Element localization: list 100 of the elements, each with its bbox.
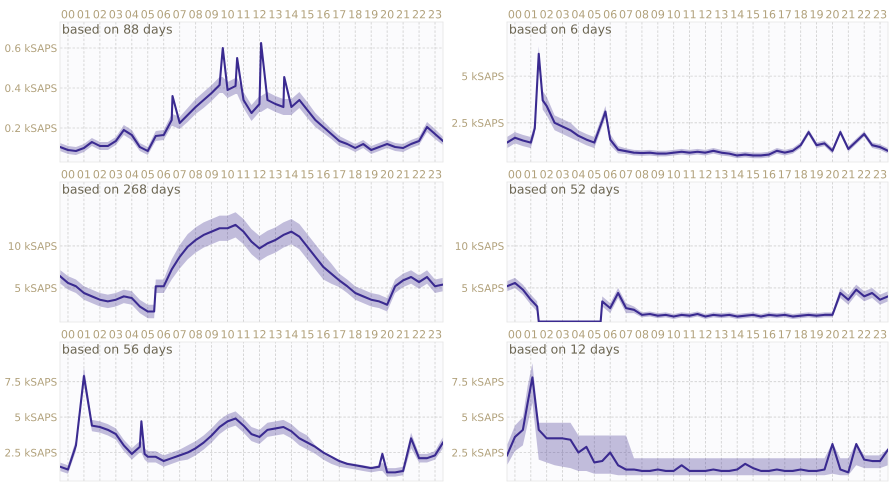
x-tick-label: 20 [380,330,394,338]
x-tick-label: 21 [396,10,410,18]
x-tick-label: 03 [556,330,569,338]
x-tick-label: 02 [94,330,106,338]
x-tick-label: 20 [826,330,839,338]
x-tick-label: 01 [524,330,537,338]
x-tick-label: 02 [540,170,553,178]
x-tick-label: 05 [588,170,600,178]
x-tick-label: 06 [157,10,170,18]
x-tick-label: 08 [189,330,202,338]
x-tick-label: 08 [636,10,648,18]
y-tick-label: 5 kSAPS [462,284,504,292]
x-tick-label: 01 [524,170,537,178]
x-tick-label: 04 [572,170,585,178]
x-tick-label: 02 [94,10,106,18]
x-tick-label: 22 [858,170,870,178]
x-tick-label: 18 [794,170,807,178]
x-tick-label: 07 [173,10,186,18]
x-tick-label: 05 [141,170,154,178]
x-tick-label: 12 [700,330,712,338]
x-tick-label: 10 [222,10,234,18]
x-tick-label: 19 [810,10,823,18]
x-tick-label: 22 [412,10,426,18]
x-tick-label: 02 [94,170,106,178]
x-tick-label: 17 [778,170,791,178]
x-tick-label: 03 [110,170,122,178]
x-tick-label: 07 [620,10,632,18]
line-series [60,42,443,152]
x-tick-label: 23 [874,330,886,338]
x-tick-label: 22 [858,10,870,18]
x-tick-label: 12 [700,170,712,178]
x-tick-label: 07 [620,330,632,338]
x-tick-label: 04 [125,10,138,18]
x-tick-label: 13 [270,10,282,18]
x-tick-label: 01 [78,170,90,178]
x-tick-label: 11 [684,170,696,178]
x-tick-label: 20 [380,10,394,18]
x-tick-label: 00 [508,10,522,18]
chart-title: based on 12 days [510,344,619,356]
x-tick-label: 09 [205,330,218,338]
x-tick-label: 21 [842,170,854,178]
x-tick-label: 08 [189,10,202,18]
x-tick-label: 18 [794,10,807,18]
x-tick-label: 06 [604,170,617,178]
y-tick-label: 7.5 kSAPS [452,378,504,386]
x-tick-label: 05 [588,10,600,18]
y-tick-label: 10 kSAPS [8,242,57,250]
x-tick-label: 10 [668,170,680,178]
x-tick-label: 16 [763,330,776,338]
x-tick-label: 04 [572,330,585,338]
x-tick-label: 23 [428,10,442,18]
y-tick-label: 5 kSAPS [15,413,57,422]
x-tick-label: 11 [684,330,696,338]
x-tick-label: 12 [254,170,266,178]
y-tick-label: 2.5 kSAPS [452,118,504,127]
y-tick-label: 5 kSAPS [15,284,57,292]
x-tick-label: 07 [620,170,632,178]
x-tick-label: 06 [157,170,170,178]
x-tick-label: 23 [428,330,442,338]
x-tick-label: 09 [651,10,664,18]
y-tick-label: 5 kSAPS [462,413,504,422]
x-tick-label: 13 [270,330,282,338]
x-tick-label: 17 [333,10,346,18]
x-tick-label: 00 [508,330,522,338]
chart-title: based on 6 days [510,24,611,36]
x-tick-label: 14 [286,170,298,178]
x-tick-label: 16 [763,170,776,178]
x-tick-label: 03 [556,170,569,178]
x-tick-label: 02 [540,330,553,338]
x-tick-label: 00 [62,170,74,178]
x-tick-label: 02 [540,10,553,18]
y-tick-label: 2.5 kSAPS [5,448,57,457]
x-tick-label: 06 [604,10,617,18]
x-tick-label: 04 [125,330,138,338]
x-tick-label: 16 [317,10,330,18]
x-tick-label: 03 [556,10,569,18]
x-tick-label: 23 [874,10,886,18]
x-tick-label: 19 [365,10,378,18]
x-tick-label: 10 [668,10,680,18]
x-tick-label: 21 [396,330,410,338]
y-tick-label: 5 kSAPS [462,72,504,80]
chart-title: based on 52 days [510,184,619,196]
x-tick-label: 19 [365,330,378,338]
x-tick-label: 10 [668,330,680,338]
x-tick-label: 13 [715,170,728,178]
x-tick-label: 10 [222,330,234,338]
x-tick-label: 22 [412,330,426,338]
x-tick-label: 05 [588,330,600,338]
x-tick-label: 00 [508,170,522,178]
x-tick-label: 06 [604,330,617,338]
y-tick-label: 2.5 kSAPS [452,448,504,457]
x-tick-label: 00 [62,330,74,338]
x-tick-label: 04 [572,10,585,18]
x-tick-label: 17 [333,170,346,178]
x-tick-label: 01 [524,10,537,18]
x-tick-label: 14 [731,330,744,338]
x-tick-label: 07 [173,330,186,338]
x-tick-label: 17 [778,10,791,18]
x-tick-label: 13 [270,170,282,178]
x-tick-label: 15 [302,10,314,18]
